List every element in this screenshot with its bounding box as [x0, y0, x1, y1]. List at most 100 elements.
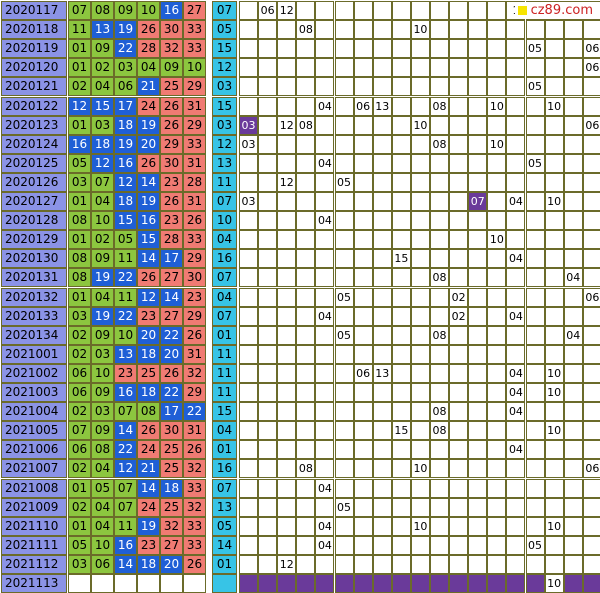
- trend-empty-cell: [525, 363, 545, 383]
- trend-empty-cell: [391, 230, 411, 250]
- issue-number-cell: 2020125: [1, 153, 67, 173]
- trend-empty-cell: [468, 153, 488, 173]
- trend-empty-cell: [544, 211, 564, 231]
- trend-empty-cell: [430, 153, 450, 173]
- trend-mark-cell: 12: [277, 1, 297, 21]
- trend-empty-cell: [353, 249, 373, 269]
- red-ball-cell: 23: [137, 306, 160, 326]
- red-ball-cell: 03: [68, 306, 91, 326]
- logo-square-icon: [517, 6, 527, 15]
- site-logo[interactable]: cz89.com: [514, 2, 596, 19]
- trend-empty-cell: [296, 96, 316, 116]
- trend-empty-cell: [430, 516, 450, 536]
- trend-empty-cell: [353, 535, 373, 555]
- red-ball-cell: 14: [137, 249, 160, 269]
- red-ball-cell: 26: [137, 153, 160, 173]
- trend-empty-cell: [410, 344, 430, 364]
- red-ball-cell: 01: [68, 192, 91, 212]
- trend-mark-cell: 08: [430, 402, 450, 422]
- trend-empty-cell: [277, 402, 297, 422]
- issue-number-cell: 2021110: [1, 516, 67, 536]
- red-ball-cell: 08: [91, 440, 114, 460]
- red-ball-cell: 01: [68, 230, 91, 250]
- trend-empty-cell: [544, 153, 564, 173]
- trend-empty-cell: [239, 1, 259, 21]
- red-ball-cell: 07: [114, 402, 137, 422]
- trend-empty-cell: [258, 96, 278, 116]
- red-ball-cell: 17: [114, 96, 137, 116]
- red-ball-cell: 18: [160, 478, 183, 498]
- trend-empty-cell: [277, 344, 297, 364]
- red-ball-cell: 14: [137, 172, 160, 192]
- trend-empty-cell: [258, 287, 278, 307]
- trend-empty-cell: [334, 306, 354, 326]
- trend-empty-cell: [315, 39, 335, 59]
- trend-empty-cell: [296, 554, 316, 574]
- trend-empty-cell: [487, 383, 507, 403]
- red-ball-cell: 30: [160, 421, 183, 441]
- trend-mark-cell: 12: [277, 115, 297, 135]
- trend-empty-cell: [544, 440, 564, 460]
- issue-number-cell: 2020131: [1, 268, 67, 288]
- trend-empty-cell: [468, 96, 488, 116]
- trend-empty-cell: [239, 306, 259, 326]
- red-ball-cell: 14: [114, 421, 137, 441]
- red-ball-cell: 10: [114, 325, 137, 345]
- trend-empty-cell: [334, 39, 354, 59]
- trend-empty-cell: [544, 58, 564, 78]
- trend-empty-cell: [582, 192, 600, 212]
- trend-empty-cell: [449, 325, 469, 345]
- trend-empty-cell: [525, 115, 545, 135]
- trend-empty-cell: [277, 325, 297, 345]
- trend-empty-cell: [258, 134, 278, 154]
- issue-number-cell: 2021001: [1, 344, 67, 364]
- trend-empty-cell: [277, 20, 297, 40]
- red-ball-cell: 09: [91, 421, 114, 441]
- trend-empty-cell: [410, 96, 430, 116]
- trend-empty-cell: [391, 478, 411, 498]
- blue-ball-cell: 07: [212, 192, 237, 212]
- red-ball-cell: 31: [183, 344, 206, 364]
- red-ball-cell: 23: [160, 211, 183, 231]
- trend-mark-cell: 04: [506, 306, 526, 326]
- red-ball-cell: 29: [183, 77, 206, 97]
- red-ball-cell: 03: [68, 172, 91, 192]
- latest-bar-cell: [525, 574, 545, 593]
- red-ball-cell: 08: [137, 402, 160, 422]
- trend-mark-cell: 06: [582, 115, 600, 135]
- trend-empty-cell: [525, 249, 545, 269]
- trend-empty-cell: [468, 77, 488, 97]
- trend-empty-cell: [372, 192, 392, 212]
- trend-mark-cell: 08: [430, 134, 450, 154]
- issue-number-cell: 2020121: [1, 77, 67, 97]
- trend-empty-cell: [334, 363, 354, 383]
- trend-empty-cell: [334, 77, 354, 97]
- trend-empty-cell: [315, 459, 335, 479]
- trend-empty-cell: [430, 192, 450, 212]
- trend-empty-cell: [391, 58, 411, 78]
- red-ball-cell: 01: [68, 39, 91, 59]
- trend-empty-cell: [391, 306, 411, 326]
- trend-empty-cell: [449, 77, 469, 97]
- red-ball-cell: 10: [137, 1, 160, 21]
- trend-empty-cell: [353, 172, 373, 192]
- trend-mark-cell: 08: [296, 459, 316, 479]
- red-ball-cell: 23: [137, 535, 160, 555]
- trend-empty-cell: [353, 421, 373, 441]
- latest-bar-cell: [410, 574, 430, 593]
- red-ball-cell: 33: [183, 478, 206, 498]
- trend-mark-cell: 13: [372, 96, 392, 116]
- red-ball-cell: 32: [183, 459, 206, 479]
- trend-mark-cell: 04: [315, 96, 335, 116]
- trend-empty-cell: [525, 459, 545, 479]
- trend-empty-cell: [449, 383, 469, 403]
- trend-empty-cell: [391, 268, 411, 288]
- issue-number-cell: 2020117: [1, 1, 67, 21]
- trend-empty-cell: [391, 383, 411, 403]
- trend-empty-cell: [487, 20, 507, 40]
- trend-empty-cell: [258, 554, 278, 574]
- trend-empty-cell: [315, 115, 335, 135]
- blue-ball-cell: 03: [212, 115, 237, 135]
- trend-mark-cell: 07: [468, 192, 488, 212]
- trend-mark-cell: 06: [353, 363, 373, 383]
